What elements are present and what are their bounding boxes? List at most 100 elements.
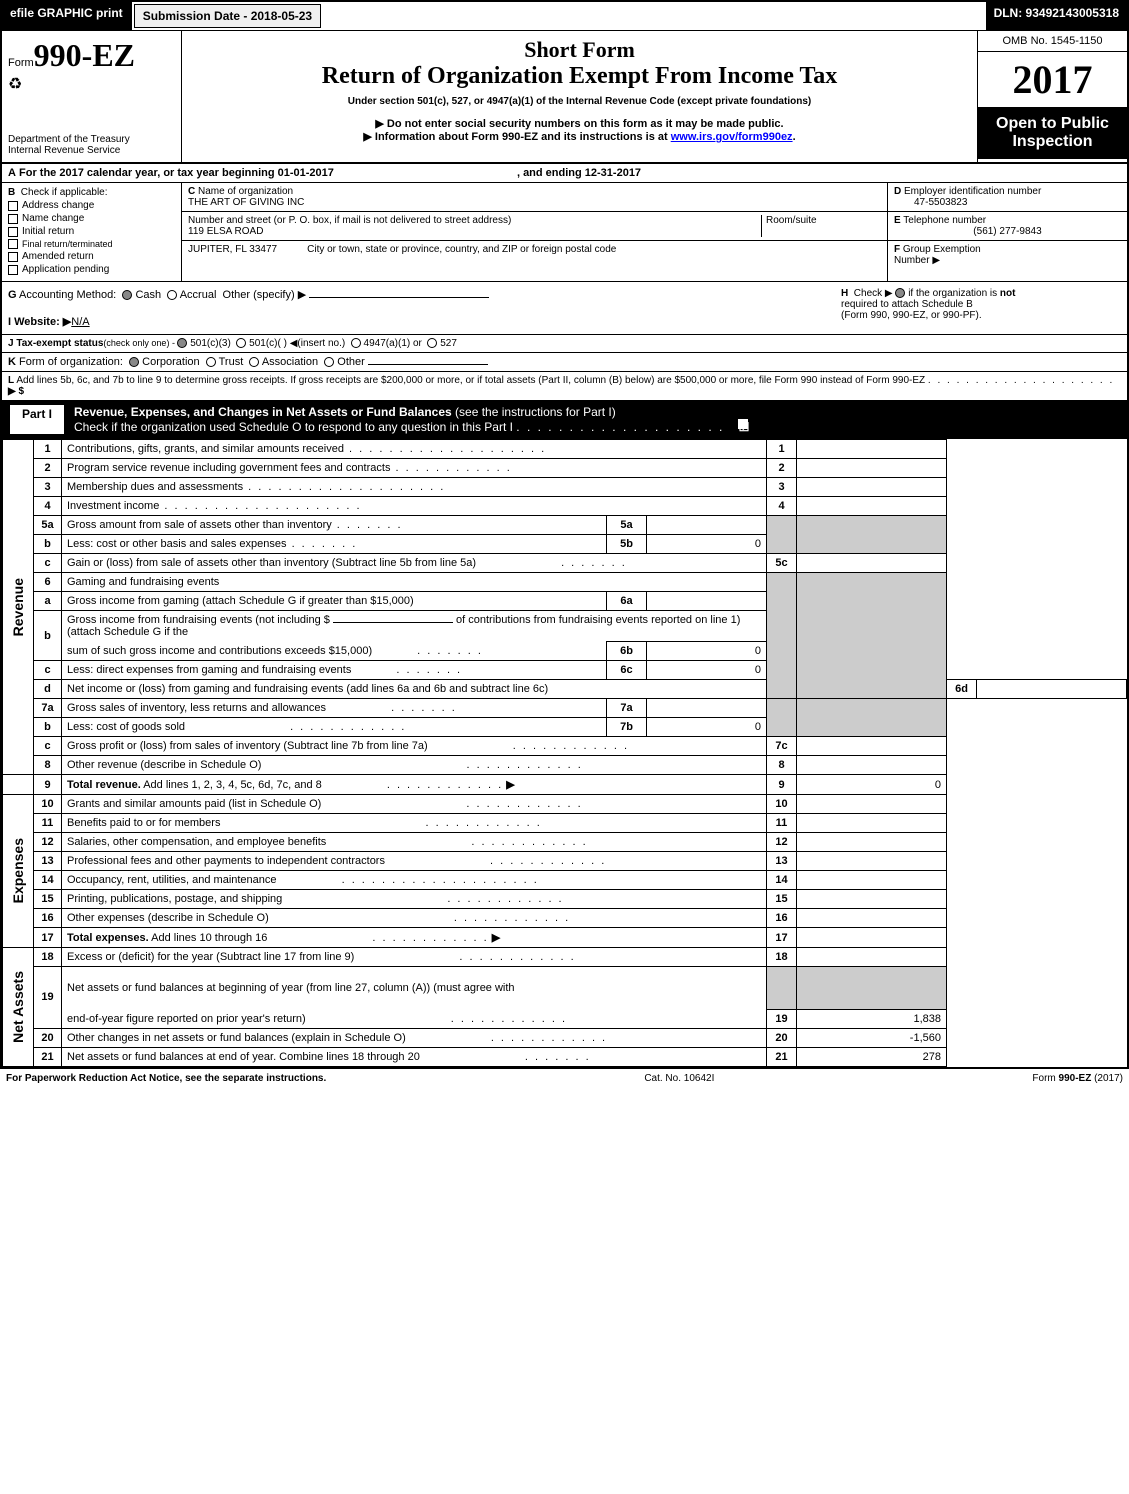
line-desc-8: Other revenue (describe in Schedule O) [67,759,261,771]
line-18: Net Assets 18 Excess or (deficit) for th… [3,948,1127,967]
val-1 [797,440,947,459]
radio-527[interactable] [427,338,437,348]
efile-print-button[interactable]: efile GRAPHIC print [2,2,132,30]
cb-label-0: Address change [22,200,94,211]
label-h: H [841,288,848,299]
cb-application-pending[interactable] [8,265,18,275]
h-not: not [1000,288,1016,299]
footer-left: For Paperwork Reduction Act Notice, see … [6,1073,326,1084]
line-desc-5c: Gain or (loss) from sale of assets other… [67,557,476,569]
other-org-input[interactable] [368,364,488,365]
sub-5a: 5a [607,516,647,535]
recycle-icon: ♻ [8,74,175,94]
top-bar: efile GRAPHIC print Submission Date - 20… [2,2,1127,31]
city-value: JUPITER, FL 33477 [188,244,277,255]
line-no-19: 19 [34,967,62,1029]
line-no-6a: a [34,592,62,611]
section-bc: B Check if applicable: Address change Na… [2,183,1127,282]
radio-501c[interactable] [236,338,246,348]
line-no-8: 8 [34,756,62,775]
radio-other-org[interactable] [324,357,334,367]
dln-label: DLN: 93492143005318 [986,2,1127,30]
part-1-title: Revenue, Expenses, and Changes in Net As… [74,405,452,419]
val-20: -1,560 [797,1028,947,1047]
shaded-7-val [797,699,947,737]
label-a: A [8,167,16,179]
row-a: A For the 2017 calendar year, or tax yea… [2,164,1127,183]
form-prefix: Form [8,57,34,69]
radio-4947[interactable] [351,338,361,348]
radio-corp[interactable] [129,357,139,367]
shaded-7 [767,699,797,737]
line-no-21: 21 [34,1047,62,1066]
footer-right-1: Form [1032,1073,1058,1084]
j-opt1: 501(c)(3) [190,338,231,349]
line-desc-4: Investment income [67,500,159,512]
return-title: Return of Organization Exempt From Incom… [188,63,971,90]
submission-date: Submission Date - 2018-05-23 [134,4,321,28]
line-5a: 5a Gross amount from sale of assets othe… [3,516,1127,535]
line-6d: d Net income or (loss) from gaming and f… [3,680,1127,699]
header-left: Form990-EZ ♻ Department of the Treasury … [2,31,182,162]
line-no-6d: d [34,680,62,699]
group-exempt-number: Number ▶ [894,255,940,266]
fin-5c: 5c [767,554,797,573]
part-1-header: Part I Revenue, Expenses, and Changes in… [2,401,1127,439]
sval-5a [647,516,767,535]
fin-15: 15 [767,890,797,909]
line-10: Expenses 10 Grants and similar amounts p… [3,795,1127,814]
fin-2: 2 [767,459,797,478]
other-specify-input[interactable] [309,297,489,298]
part-1-table: Revenue 1 Contributions, gifts, grants, … [2,439,1127,1067]
l-text: Add lines 5b, 6c, and 7b to line 9 to de… [16,375,925,386]
label-k: K [8,356,16,368]
line-no-17: 17 [34,928,62,948]
cb-initial-return[interactable] [8,227,18,237]
label-g: G [8,289,17,301]
val-10 [797,795,947,814]
fundraise-amount-input[interactable] [333,622,453,623]
row-g-h: G Accounting Method: Cash Accrual Other … [2,282,1127,335]
label-d: D [894,186,901,197]
radio-assoc[interactable] [249,357,259,367]
footer-mid: Cat. No. 10642I [644,1073,714,1084]
tel-value: (561) 277-9843 [894,226,1121,237]
open-line2: Inspection [982,133,1123,151]
org-name-label: Name of organization [198,186,293,197]
radio-501c3[interactable] [177,338,187,348]
fin-10: 10 [767,795,797,814]
line-desc-18: Excess or (deficit) for the year (Subtra… [67,951,354,963]
line-desc-6b-3: sum of such gross income and contributio… [67,645,372,657]
cb-final-return[interactable] [8,239,18,249]
accrual-label: Accrual [180,289,217,301]
line-desc-15: Printing, publications, postage, and shi… [67,893,282,905]
line-14: 14 Occupancy, rent, utilities, and maint… [3,871,1127,890]
radio-h[interactable] [895,288,905,298]
sub-6b: 6b [607,642,647,661]
irs-link[interactable]: www.irs.gov/form990ez [671,131,793,143]
line-no-13: 13 [34,852,62,871]
cb-amended-return[interactable] [8,252,18,262]
cb-label-2: Initial return [22,226,74,237]
sub-6a: 6a [607,592,647,611]
radio-accrual[interactable] [167,290,177,300]
addr-label: Number and street (or P. O. box, if mail… [188,215,511,226]
radio-cash[interactable] [122,290,132,300]
fin-9: 9 [767,775,797,795]
website-value: N/A [71,316,89,328]
cb-schedule-o[interactable]: ☑ [738,419,748,429]
val-8 [797,756,947,775]
line-2: 2 Program service revenue including gove… [3,459,1127,478]
sval-7a [647,699,767,718]
radio-trust[interactable] [206,357,216,367]
cb-name-change[interactable] [8,214,18,224]
label-e: E [894,215,901,226]
cb-address-change[interactable] [8,201,18,211]
val-13 [797,852,947,871]
ein-label: Employer identification number [904,186,1041,197]
line-no-11: 11 [34,814,62,833]
sub-7b: 7b [607,718,647,737]
fin-16: 16 [767,909,797,928]
cb-label-3: Final return/terminated [22,239,113,249]
line-9: 9 Total revenue. Add lines 1, 2, 3, 4, 5… [3,775,1127,795]
